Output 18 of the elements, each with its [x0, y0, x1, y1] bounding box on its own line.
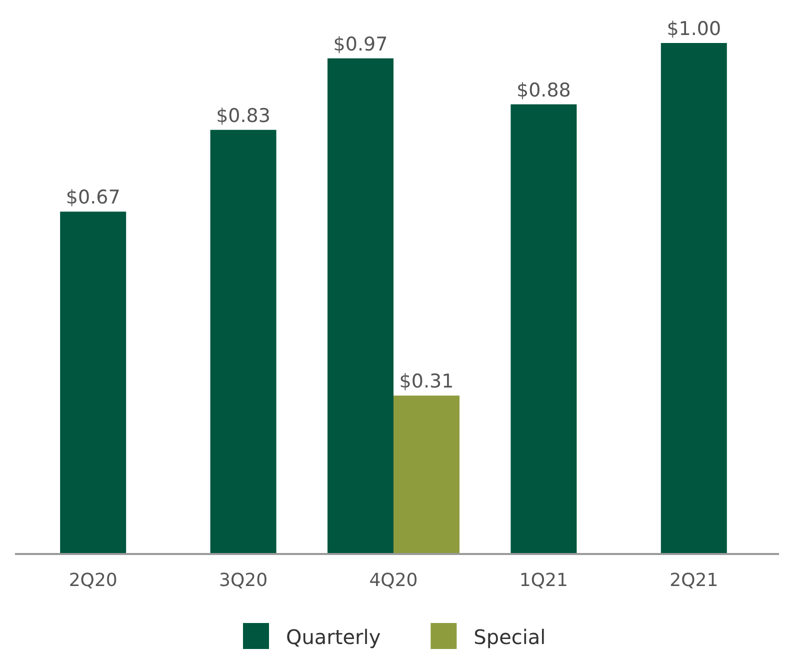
x-tick-label: 2Q20 — [68, 570, 118, 591]
x-tick-label: 3Q20 — [219, 570, 268, 591]
x-tick-label: 1Q21 — [519, 570, 568, 591]
bar — [394, 396, 460, 554]
legend-label: Quarterly — [286, 625, 381, 649]
data-label: $0.67 — [66, 186, 120, 209]
data-label: $0.83 — [216, 104, 271, 127]
legend-label: Special — [474, 625, 546, 649]
bar — [210, 130, 276, 554]
data-label: $1.00 — [666, 18, 722, 40]
data-label: $0.31 — [399, 370, 454, 393]
bar — [660, 43, 727, 554]
bar — [60, 212, 126, 554]
x-tick-label: 4Q20 — [369, 570, 418, 591]
bar — [510, 104, 577, 554]
data-label: $0.97 — [333, 33, 388, 56]
data-label: $0.88 — [516, 79, 571, 102]
x-tick-label: 2Q21 — [670, 570, 718, 591]
